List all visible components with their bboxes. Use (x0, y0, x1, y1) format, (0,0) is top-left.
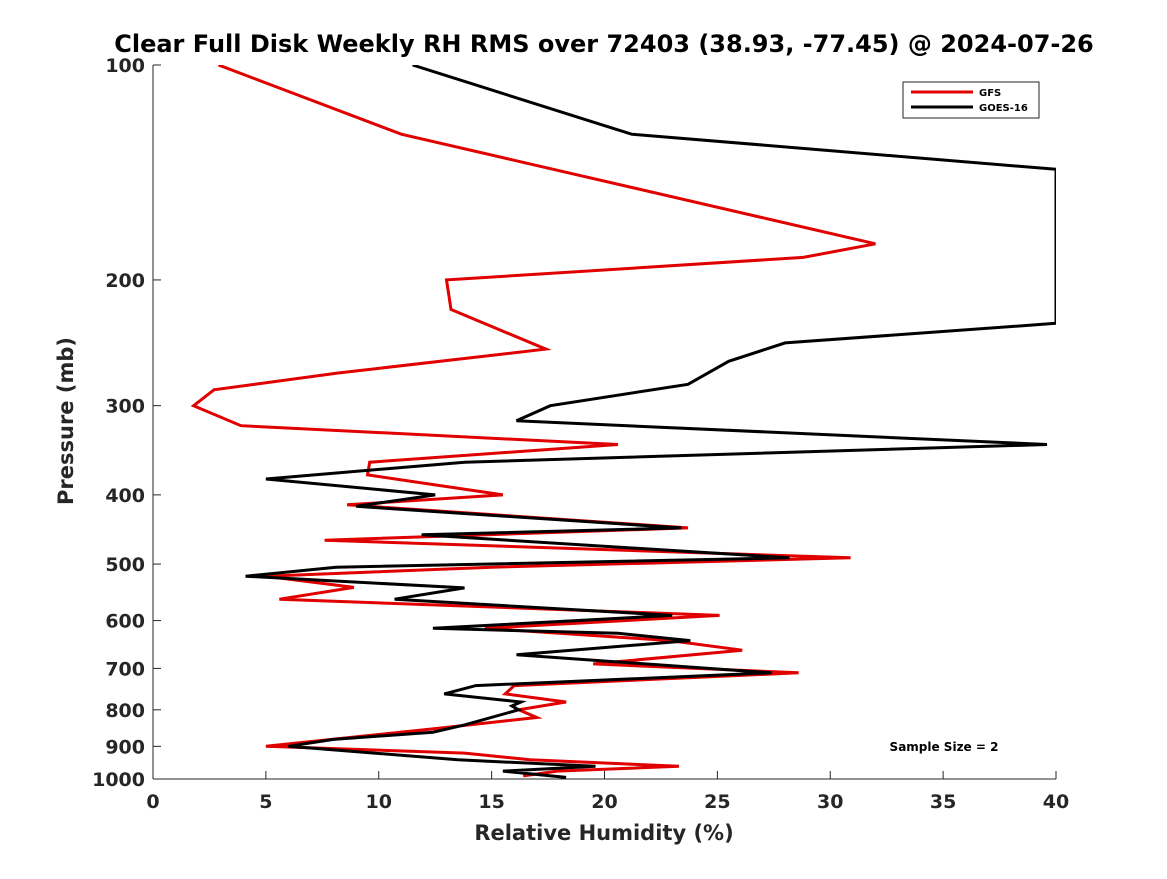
x-tick-label: 40 (1043, 791, 1069, 813)
x-tick-label: 35 (930, 791, 956, 813)
x-tick-label: 15 (478, 791, 504, 813)
series-line-goes-16 (245, 65, 1056, 779)
y-tick-label: 900 (105, 736, 145, 758)
series-layer (190, 65, 1056, 779)
y-tick-label: 400 (105, 485, 145, 507)
y-tick-label: 1000 (92, 769, 145, 791)
legend-box (902, 81, 1040, 119)
y-axis-label: Pressure (mb) (54, 337, 78, 505)
x-tick-label: 25 (704, 791, 730, 813)
x-tick-label: 0 (146, 791, 159, 813)
sample-size-annotation: Sample Size = 2 (890, 740, 999, 754)
y-tick-label: 200 (105, 270, 145, 292)
x-tick-label: 10 (366, 791, 392, 813)
legend-entry: GFS (979, 88, 1001, 99)
x-axis-label: Relative Humidity (%) (474, 821, 733, 845)
y-tick-label: 500 (105, 554, 145, 576)
y-tick-label: 800 (105, 700, 145, 722)
y-tick-label: 700 (105, 658, 145, 680)
x-tick-label: 5 (259, 791, 272, 813)
y-tick-label: 100 (105, 55, 145, 77)
y-tick-label: 600 (105, 611, 145, 633)
x-tick-label: 30 (817, 791, 843, 813)
axes: 0 5 10 15 20 25 30 35 40 100 200 300 400 500 600 700 800… (92, 55, 1069, 813)
legend-entry: GOES-16 (979, 103, 1028, 114)
legend: GFS GOES-16 (902, 81, 1040, 119)
chart-title: Clear Full Disk Weekly RH RMS over 72403… (114, 30, 1094, 58)
y-tick-label: 300 (105, 396, 145, 418)
x-tick-label: 20 (591, 791, 617, 813)
